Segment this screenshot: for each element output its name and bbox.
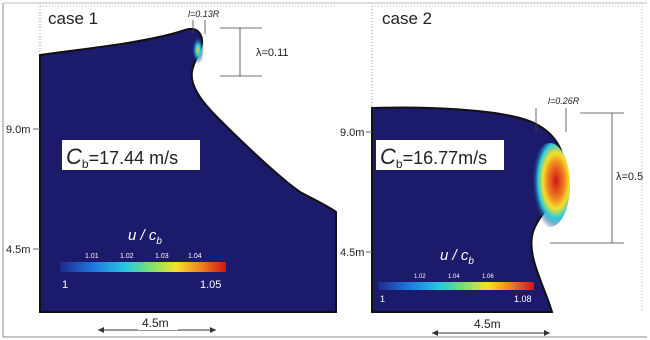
panel2-speed-label: Cb=16.77m/s [376,140,504,171]
panel2-scale-label: 4.5m [474,317,501,331]
panel2-scale-arrow-right [544,330,550,336]
panel-case-1: case 1 l=0.13R λ=0.11 9.0m 4.5m Cb=17.44… [6,5,337,333]
panel1-cbar-tick-1: 1.02 [120,253,134,260]
panel1-scale-arrow-left [98,327,104,333]
panel1-speed-text: Cb=17.44 m/s [66,144,178,171]
panel1-title: case 1 [48,9,98,28]
panel1-ytick-9: 9.0m [6,124,30,136]
panel1-cbar-max: 1.05 [200,279,221,291]
panel2-cbar-tick-1: 1.04 [448,274,460,280]
panel2-ytick-9: 9.0m [340,127,364,139]
panel2-speed-bg [376,140,504,170]
panel2-cbar-tick-2: 1.06 [482,274,494,280]
panel1-lambda-label: λ=0.11 [256,47,289,59]
panel2-scale-bg [470,317,510,331]
panel1-colorbar-title: u / cb [128,227,162,247]
panel2-scale-arrow-left [432,330,438,336]
panel1-cbar-tick-3: 1.04 [188,253,202,260]
panel2-title: case 2 [382,9,432,28]
panel-case-2: case 2 l=0.26R λ=0.5 9.0m 4.5m Cb=16.77m… [340,5,643,336]
panel1-scale-label: 4.5m [142,316,169,330]
panel2-ytick-45: 4.5m [340,247,364,259]
panel2-thickness-label: l=0.26R [548,96,580,106]
panel1-cbar-min: 1 [62,279,68,291]
panel2-lambda-label: λ=0.5 [616,171,643,183]
panel1-wave-body [39,28,337,313]
panel2-colorbar-title: u / cb [440,247,474,267]
panel1-speed-label: Cb=17.44 m/s [62,140,200,171]
panel1-ytick-45: 4.5m [6,244,30,256]
panel2-velocity-highlight [530,143,570,227]
panel1-cbar-tick-2: 1.03 [155,253,169,260]
panel2-speed-text: Cb=16.77m/s [380,144,487,171]
panel2-colorbar [378,282,534,290]
panel1-speed-bg [62,140,200,170]
panel1-thickness-label: l=0.13R [188,9,220,19]
panel1-velocity-highlight [192,36,204,64]
panel1-colorbar [60,262,226,272]
panel1-scale-bg [138,316,178,330]
panel2-cbar-min: 1 [380,294,385,304]
panel2-cbar-max: 1.08 [514,294,532,304]
panel1-scale-arrow-right [210,327,216,333]
panel2-cbar-tick-0: 1.02 [414,274,426,280]
panel1-cbar-tick-0: 1.01 [85,253,99,260]
